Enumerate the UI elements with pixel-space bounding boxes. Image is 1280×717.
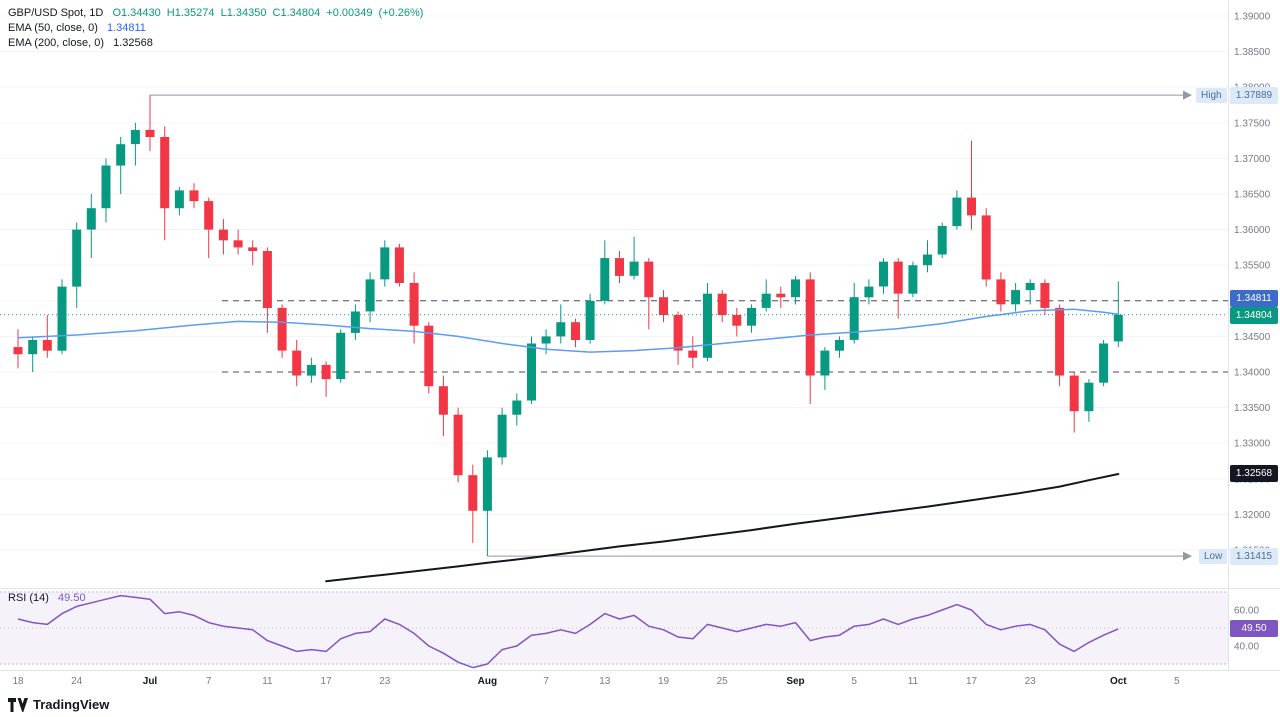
tradingview-logo-icon xyxy=(8,697,28,712)
rsi-legend-row[interactable]: RSI (14) 49.50 xyxy=(8,591,86,606)
svg-text:1.37500: 1.37500 xyxy=(1234,118,1271,129)
svg-text:17: 17 xyxy=(321,676,333,687)
svg-text:1.34000: 1.34000 xyxy=(1234,368,1271,379)
svg-text:1.38500: 1.38500 xyxy=(1234,47,1271,58)
svg-text:13: 13 xyxy=(599,676,611,687)
svg-text:24: 24 xyxy=(71,676,83,687)
tradingview-logo[interactable]: TradingView xyxy=(8,697,109,712)
svg-text:60.00: 60.00 xyxy=(1234,606,1259,617)
svg-text:1.39000: 1.39000 xyxy=(1234,12,1271,23)
high-marker-label: High xyxy=(1196,88,1227,103)
svg-text:17: 17 xyxy=(966,676,978,687)
ema50-line[interactable] xyxy=(17,308,1120,353)
ema200-label: EMA (200, close, 0) xyxy=(8,37,104,49)
rsi-band xyxy=(0,591,1228,665)
ema50-value: 1.34811 xyxy=(106,22,146,34)
candlestick-series xyxy=(13,95,1123,557)
svg-text:Aug: Aug xyxy=(478,676,497,687)
svg-text:Jul: Jul xyxy=(143,676,158,687)
high-price-badge: 1.37889 xyxy=(1230,87,1278,104)
tradingview-logo-text: TradingView xyxy=(33,697,110,712)
low-arrow-line[interactable] xyxy=(487,551,1192,561)
svg-text:11: 11 xyxy=(262,676,273,687)
svg-text:19: 19 xyxy=(658,676,670,687)
svg-text:18: 18 xyxy=(12,676,24,687)
rsi-value: 49.50 xyxy=(58,592,86,604)
svg-text:25: 25 xyxy=(717,676,729,687)
svg-text:Oct: Oct xyxy=(1110,676,1127,687)
svg-text:1.33000: 1.33000 xyxy=(1234,439,1271,450)
svg-text:7: 7 xyxy=(543,676,549,687)
low-price-badge: 1.31415 xyxy=(1230,548,1278,565)
svg-text:1.34500: 1.34500 xyxy=(1234,332,1271,343)
rsi-label: RSI (14) xyxy=(8,592,49,604)
ema200-line[interactable] xyxy=(325,473,1120,583)
ema50-label: EMA (50, close, 0) xyxy=(8,22,98,34)
svg-text:23: 23 xyxy=(379,676,391,687)
ema200-legend-row[interactable]: EMA (200, close, 0) 1.32568 xyxy=(8,36,423,51)
time-axis[interactable]: 18 24 Jul 7 11 17 23 Aug 7 13 19 25 Sep 5 11 17 23 Oct 5 xyxy=(12,676,1180,687)
ema50-legend-row[interactable]: EMA (50, close, 0) 1.34811 xyxy=(8,21,423,36)
svg-text:1.32000: 1.32000 xyxy=(1234,510,1271,521)
low-marker-label: Low xyxy=(1199,549,1228,564)
svg-text:23: 23 xyxy=(1025,676,1037,687)
svg-text:7: 7 xyxy=(206,676,212,687)
ema200-value: 1.32568 xyxy=(113,37,153,49)
svg-text:1.33500: 1.33500 xyxy=(1234,403,1271,414)
svg-text:1.35500: 1.35500 xyxy=(1234,261,1271,272)
svg-text:40.00: 40.00 xyxy=(1234,642,1259,653)
svg-text:5: 5 xyxy=(851,676,857,687)
symbol-legend-row[interactable]: GBP/USD Spot, 1D O1.34430 H1.35274 L1.34… xyxy=(8,6,423,21)
grid xyxy=(0,15,1228,551)
symbol-title[interactable]: GBP/USD Spot, 1D xyxy=(8,7,104,19)
ema200-price-badge: 1.32568 xyxy=(1230,465,1278,482)
pane-separators xyxy=(0,0,1280,671)
svg-text:1.37000: 1.37000 xyxy=(1234,154,1271,165)
high-arrow-line[interactable] xyxy=(150,90,1192,100)
svg-text:Sep: Sep xyxy=(786,676,804,687)
ema50-price-badge: 1.34811 xyxy=(1230,290,1278,307)
ohlc-readout: O1.34430 H1.35274 L1.34350 C1.34804 +0.0… xyxy=(112,7,424,19)
svg-text:11: 11 xyxy=(908,676,919,687)
svg-text:5: 5 xyxy=(1174,676,1180,687)
svg-text:1.36000: 1.36000 xyxy=(1234,225,1271,236)
svg-text:1.36500: 1.36500 xyxy=(1234,190,1271,201)
last-price-badge: 1.34804 xyxy=(1230,307,1278,324)
rsi-line[interactable] xyxy=(17,594,1119,669)
rsi-value-badge: 49.50 xyxy=(1230,620,1278,637)
legend-panel: GBP/USD Spot, 1D O1.34430 H1.35274 L1.34… xyxy=(8,6,423,51)
